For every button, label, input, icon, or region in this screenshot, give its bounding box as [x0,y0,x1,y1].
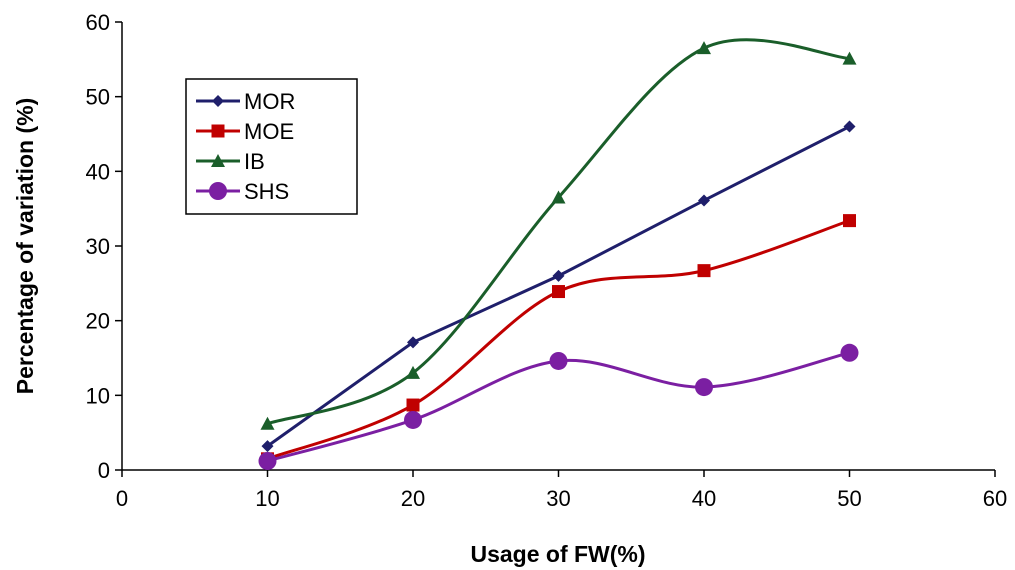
data-point-mor [407,336,419,349]
x-axis-title: Usage of FW(%) [470,541,645,567]
series-mor [261,120,856,453]
legend-label-moe: MOE [244,119,294,144]
data-point-mor [698,194,710,207]
y-tick-label: 40 [86,159,110,184]
legend-marker-moe [211,124,225,138]
y-tick-label: 60 [86,10,110,35]
axes: 0 10 20 30 40 50 60 0 10 20 30 40 50 60 [86,10,1008,511]
y-tick-label: 10 [86,383,110,408]
data-point-mor [261,440,274,453]
series-ib [260,38,857,430]
y-tick-label: 0 [98,458,110,483]
x-tick-label: 0 [116,486,128,511]
data-point-mor [843,120,856,133]
data-point-moe [843,214,856,228]
data-point-shs [404,410,422,429]
series-moe [261,214,856,466]
data-point-shs [258,452,277,471]
y-tick-label: 20 [86,309,110,334]
data-point-ib [406,365,420,379]
data-point-ib [551,190,566,204]
x-tick-label: 50 [837,486,861,511]
y-tick-label: 50 [86,85,110,110]
legend-label-shs: SHS [244,179,289,204]
legend: MOR MOE IB SHS [185,78,358,215]
data-point-moe [406,398,420,412]
data-point-ib [842,51,857,65]
x-tick-label: 60 [983,486,1007,511]
legend-label-mor: MOR [244,89,295,114]
data-point-moe [552,285,565,299]
series-line-moe [266,219,850,461]
data-point-moe [697,264,711,278]
legend-label-ib: IB [244,149,265,174]
legend-marker-mor [212,95,224,107]
data-point-ib [697,41,711,55]
data-point-shs [549,351,568,370]
y-tick-label: 30 [86,234,110,259]
x-tick-label: 10 [255,486,279,511]
y-axis-title: Percentage of variation (%) [12,98,38,395]
x-tick-label: 30 [546,486,570,511]
series-layer [258,38,859,471]
series-shs [258,343,859,471]
data-point-ib [260,416,275,430]
data-point-mor [552,269,565,282]
x-tick-label: 40 [692,486,716,511]
legend-marker-shs [209,182,227,200]
legend-marker-ib [211,154,225,167]
data-point-shs [695,378,713,397]
data-point-shs [840,343,859,362]
x-tick-label: 20 [401,486,425,511]
